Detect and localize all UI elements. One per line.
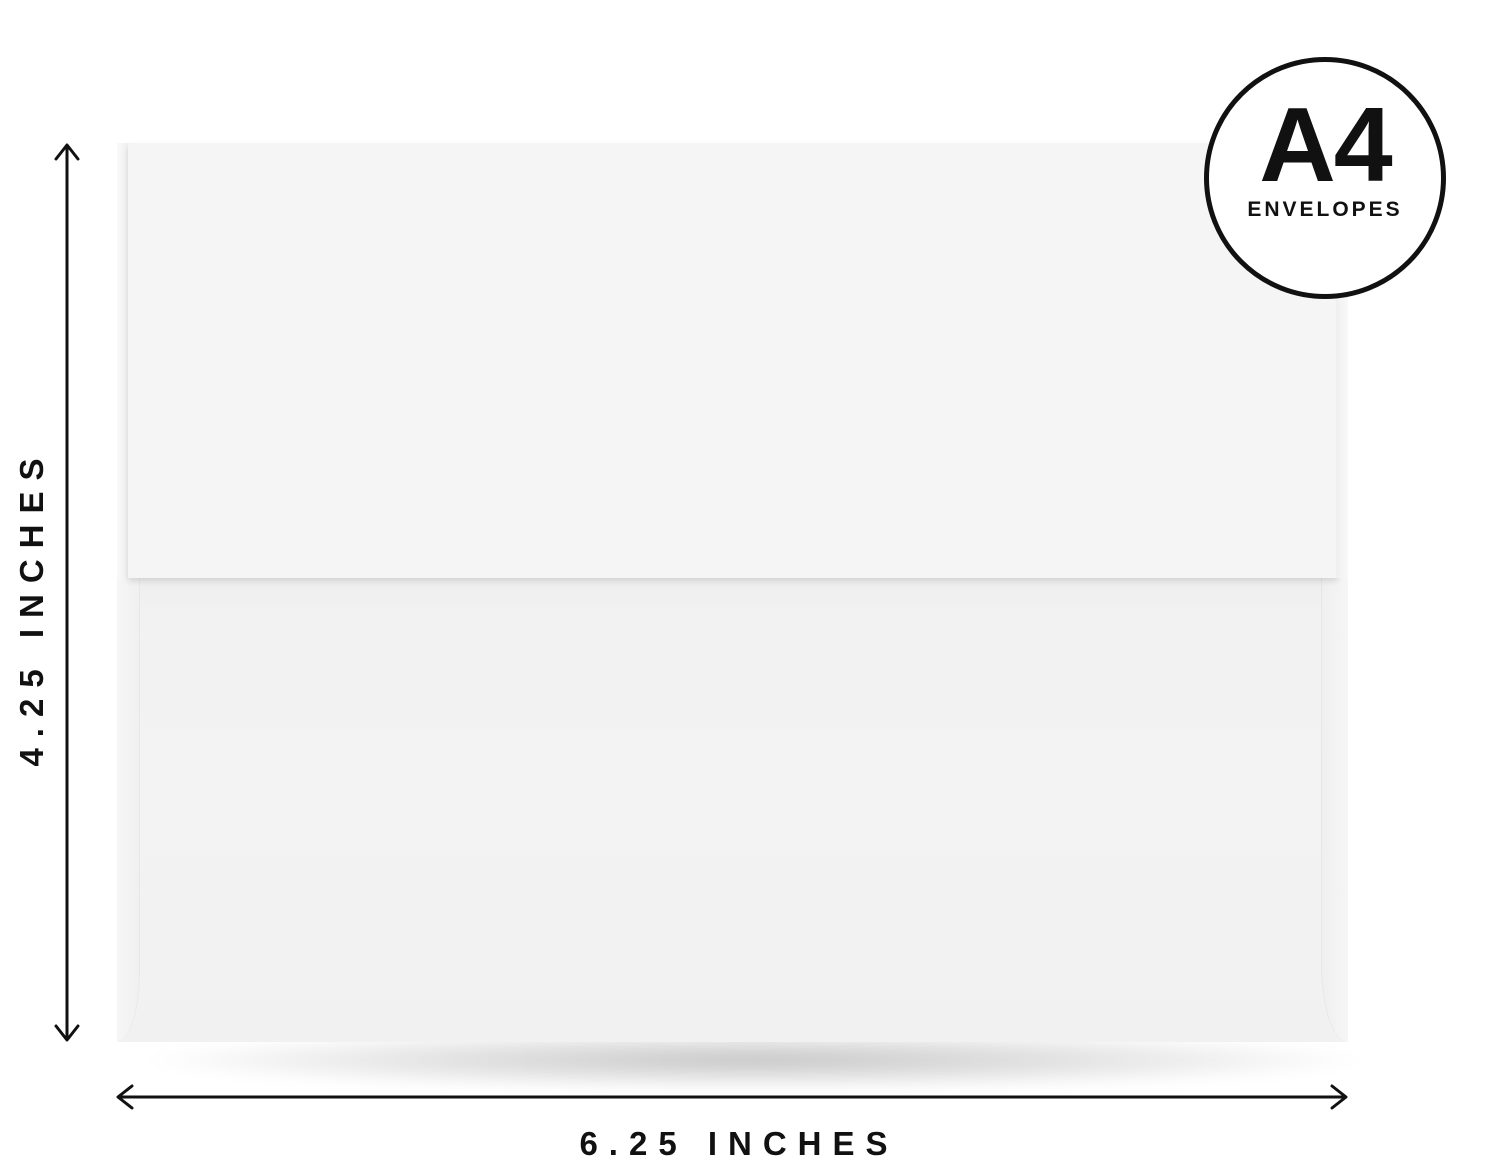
size-badge: A4 ENVELOPES: [1204, 57, 1446, 299]
envelope-body: [117, 578, 1348, 1042]
height-arrow-icon: [54, 143, 80, 1042]
envelope-flap: [117, 143, 1348, 578]
badge-caption: ENVELOPES: [1247, 198, 1403, 221]
envelope-side-fold-left: [117, 578, 140, 1042]
envelope-flap-front: [128, 143, 1338, 578]
height-dimension-label: 4.25 INCHES: [13, 447, 50, 767]
width-dimension-label: 6.25 INCHES: [579, 1125, 899, 1162]
badge-size-text: A4: [1259, 86, 1393, 204]
envelope-flap-edge-left: [117, 143, 128, 578]
envelope-side-fold-right: [1321, 578, 1348, 1042]
